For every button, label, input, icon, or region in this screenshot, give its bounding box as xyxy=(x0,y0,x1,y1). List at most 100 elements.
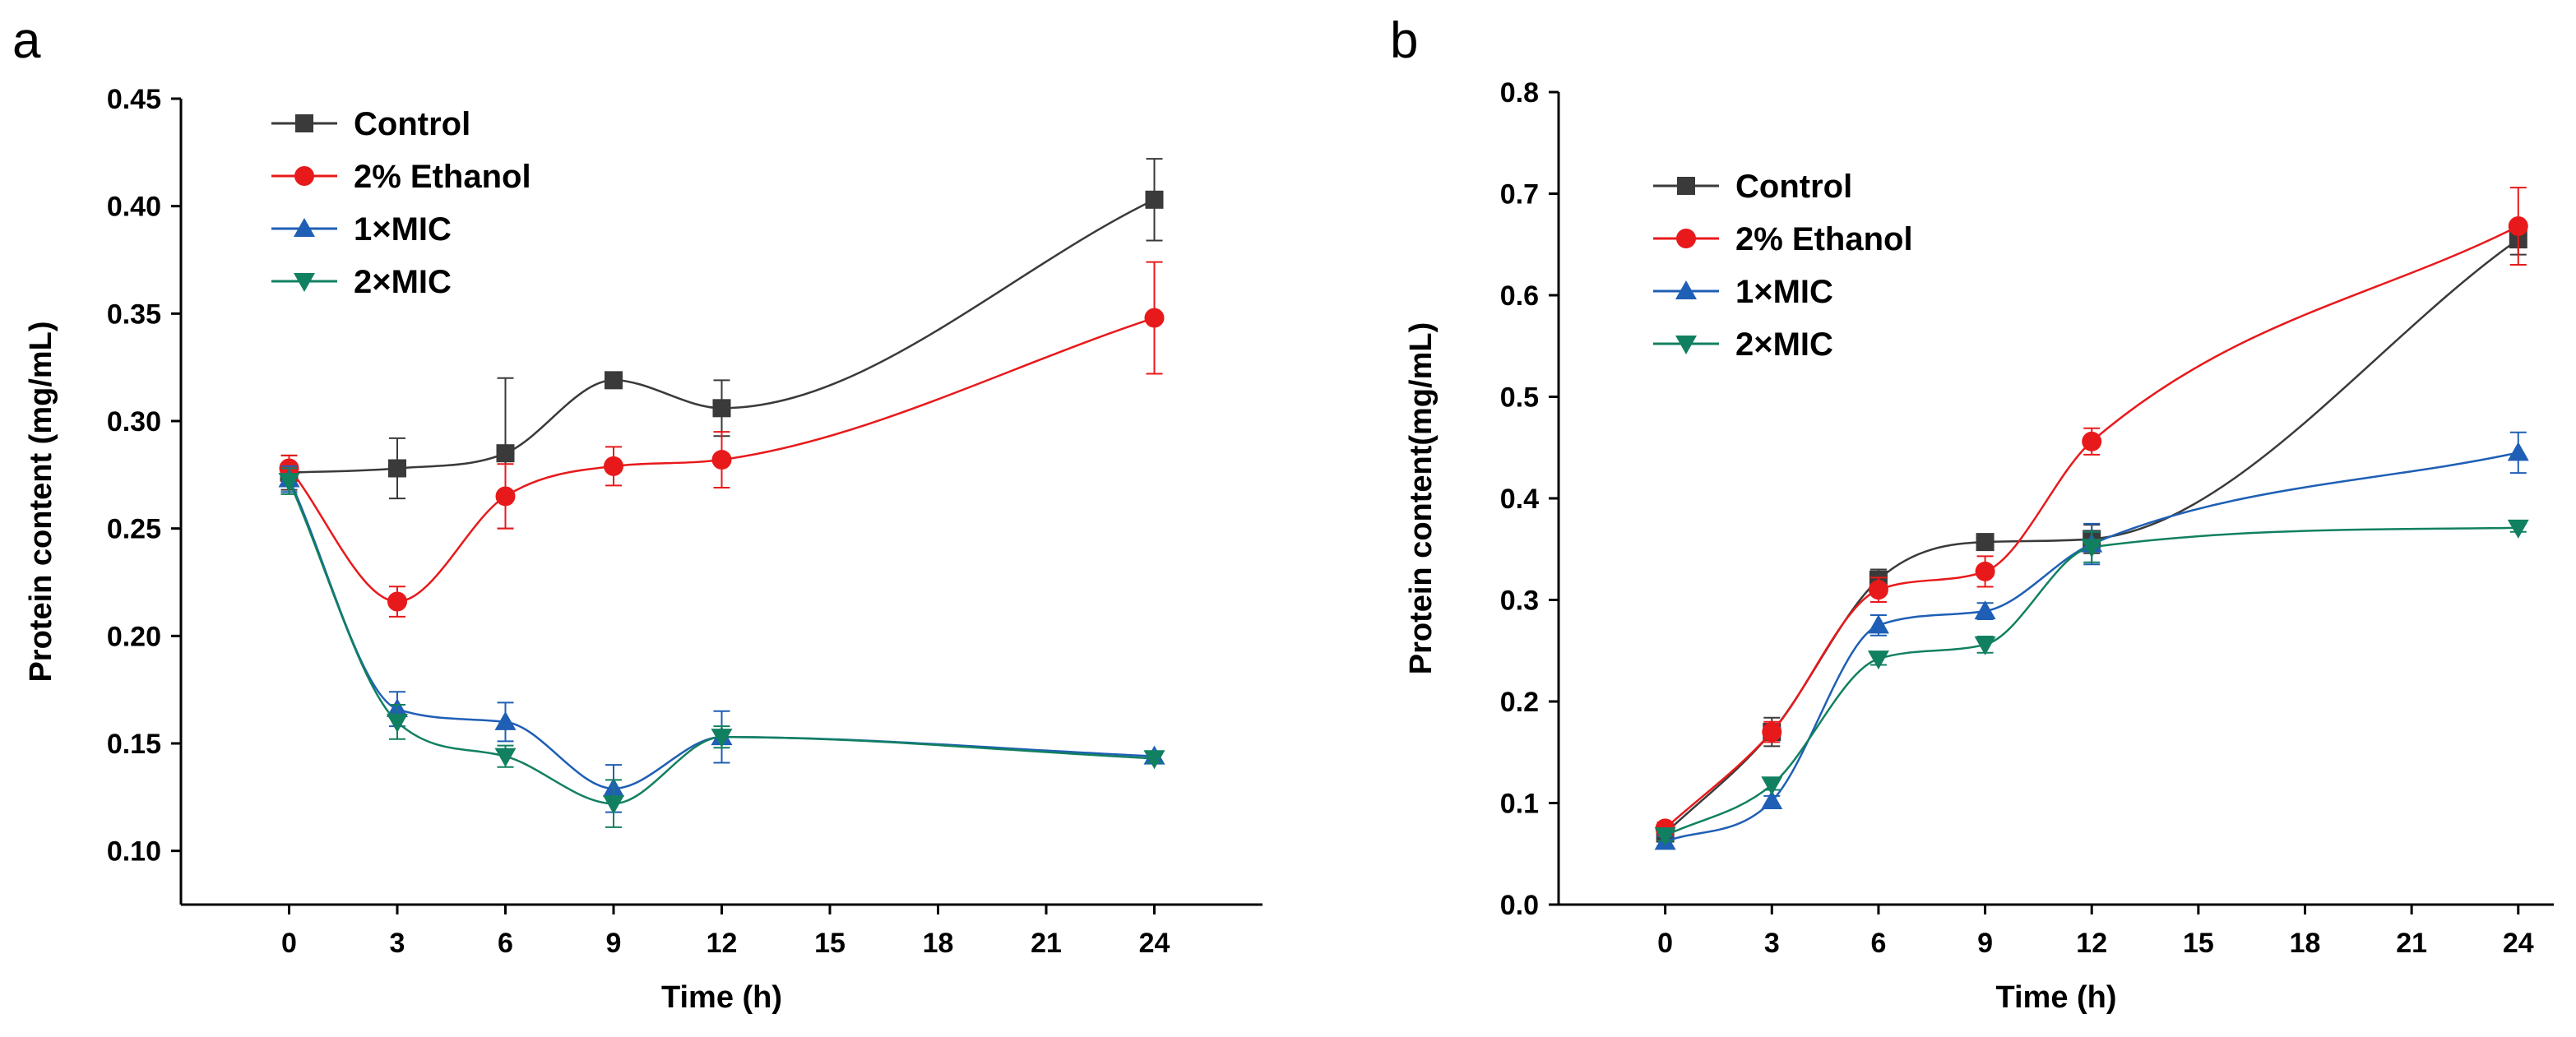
x-tick-label: 3 xyxy=(1764,928,1780,959)
legend-entry: 1×MIC xyxy=(354,211,452,248)
data-point xyxy=(605,371,623,390)
data-point xyxy=(1868,580,1888,600)
series-2 xyxy=(1654,431,2529,850)
legend-marker xyxy=(294,166,314,186)
y-tick-label: 0.5 xyxy=(1500,382,1539,414)
y-tick-label: 0.30 xyxy=(107,406,161,437)
series-2 xyxy=(278,465,1165,813)
data-point xyxy=(712,399,731,418)
x-tick-label: 12 xyxy=(707,928,738,959)
legend-entry: 2×MIC xyxy=(1735,326,1833,363)
legend: Control 2% Ethanol 1×MIC 2×MIC xyxy=(1653,169,1913,363)
chart-panel-b: b 0 3 6 9 12 15 18 21 24 0.0 0.1 0.2 0.3 0.4 0.5 0.6 0.7 0… xyxy=(1390,12,2554,1015)
x-tick-label: 21 xyxy=(1031,928,1062,959)
y-tick-label: 0.35 xyxy=(107,299,161,330)
series-line xyxy=(1665,451,2519,843)
x-tick-label: 15 xyxy=(2183,928,2214,959)
data-point xyxy=(1975,561,1995,581)
data-point xyxy=(2082,431,2102,451)
legend-entry: 1×MIC xyxy=(1735,274,1833,310)
chart-panel-a: a 0 3 6 9 12 15 18 21 24 0.10 0.15 0.20 0.25 0.30 0.35 0… xyxy=(12,12,1263,1015)
legend-entry: Control xyxy=(354,106,470,142)
y-tick-label: 0.3 xyxy=(1500,586,1539,617)
x-tick-label: 12 xyxy=(2076,928,2107,959)
series-line xyxy=(288,317,1155,603)
series-3 xyxy=(278,467,1165,828)
data-point xyxy=(603,795,624,815)
legend-entry: 2% Ethanol xyxy=(354,159,531,195)
data-point xyxy=(387,713,408,733)
legend-marker xyxy=(295,114,313,132)
legend-marker xyxy=(1675,280,1697,299)
legend-entry: 2×MIC xyxy=(354,264,452,300)
y-tick-label: 0.15 xyxy=(107,729,161,760)
data-point xyxy=(1976,533,1995,552)
series-1 xyxy=(279,261,1165,618)
data-point xyxy=(711,450,732,470)
data-point xyxy=(2508,216,2528,237)
y-axis-title: Protein content(mg/mL) xyxy=(1404,322,1439,675)
data-point xyxy=(1867,614,1889,634)
y-axis-title: Protein content (mg/mL) xyxy=(24,321,58,682)
data-point xyxy=(1974,636,1996,655)
data-point xyxy=(496,444,515,463)
y-tick-label: 0.1 xyxy=(1500,789,1539,820)
data-point xyxy=(1144,308,1165,328)
data-point xyxy=(495,486,516,507)
legend-marker xyxy=(1676,229,1696,248)
series-1 xyxy=(1655,187,2528,839)
data-point xyxy=(1761,790,1783,810)
y-tick-label: 0.6 xyxy=(1500,280,1539,312)
panel-label: b xyxy=(1390,12,1418,69)
data-point xyxy=(1654,827,1676,847)
data-point xyxy=(1761,776,1783,796)
y-tick-label: 0.4 xyxy=(1500,484,1539,515)
x-tick-label: 18 xyxy=(2290,928,2321,959)
y-tick-label: 0.10 xyxy=(107,836,161,868)
x-tick-label: 0 xyxy=(1657,928,1673,959)
legend-marker xyxy=(1677,177,1695,195)
data-point xyxy=(1974,600,1996,620)
data-point xyxy=(1867,650,1889,670)
series-line xyxy=(1665,526,2518,837)
x-tick-label: 24 xyxy=(2503,928,2534,959)
x-tick-label: 18 xyxy=(923,928,954,959)
panel-label: a xyxy=(12,12,41,69)
x-tick-label: 24 xyxy=(1139,928,1170,959)
legend: Control 2% Ethanol 1×MIC 2×MIC xyxy=(271,106,531,300)
y-tick-label: 0.20 xyxy=(107,621,161,652)
data-point xyxy=(2507,519,2529,539)
series-3 xyxy=(1654,519,2529,847)
x-tick-label: 9 xyxy=(606,928,622,959)
legend-marker xyxy=(294,218,315,237)
legend-marker xyxy=(294,273,315,292)
data-point xyxy=(711,729,733,748)
data-point xyxy=(494,748,517,767)
y-tick-label: 0.8 xyxy=(1500,77,1539,109)
data-point xyxy=(1145,190,1164,209)
y-tick-label: 0.45 xyxy=(107,84,161,115)
x-axis-title: Time (h) xyxy=(661,980,782,1015)
y-tick-label: 0.7 xyxy=(1500,179,1539,211)
x-axis-title: Time (h) xyxy=(1995,980,2116,1015)
data-point xyxy=(2507,442,2529,461)
y-tick-label: 0.40 xyxy=(107,192,161,223)
x-tick-label: 0 xyxy=(281,928,297,959)
x-tick-label: 6 xyxy=(1870,928,1886,959)
series-line xyxy=(288,480,1155,805)
data-point xyxy=(604,456,623,476)
y-tick-label: 0.2 xyxy=(1500,687,1539,718)
x-tick-label: 3 xyxy=(390,928,405,959)
legend-entry: 2% Ethanol xyxy=(1735,221,1913,257)
data-point xyxy=(2081,539,2103,558)
legend-marker xyxy=(1675,336,1697,354)
x-tick-label: 21 xyxy=(2396,928,2427,959)
data-point xyxy=(1143,750,1165,770)
data-point xyxy=(1762,722,1782,743)
x-tick-label: 9 xyxy=(1977,928,1993,959)
data-point xyxy=(387,591,407,612)
data-point xyxy=(278,473,300,493)
x-tick-label: 15 xyxy=(814,928,846,959)
x-tick-label: 6 xyxy=(498,928,513,959)
